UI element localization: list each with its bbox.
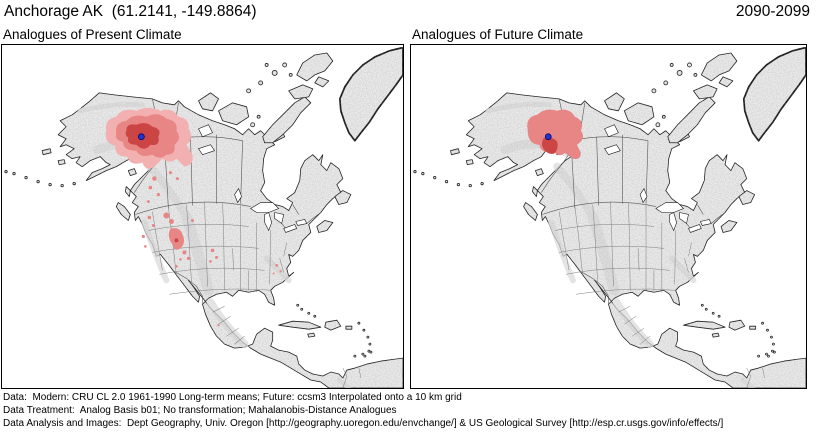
footer-data-source: Data: Modern: CRU CL 2.0 1961-1990 Long-… — [3, 392, 462, 403]
page-title-period: 2090-2099 — [735, 3, 810, 20]
analogue-regions-future — [527, 109, 584, 160]
panel-title-future-climate: Analogues of Future Climate — [412, 27, 584, 42]
map-present-climate — [1, 44, 404, 389]
footer-credits: Data Analysis and Images: Dept Geography… — [3, 418, 724, 429]
map-svg-future — [411, 45, 806, 388]
analogue-specks — [141, 171, 282, 327]
analogue-region-dark — [542, 136, 558, 155]
target-location-marker — [544, 133, 552, 141]
target-location-marker — [137, 133, 145, 141]
analogue-regions-present — [105, 107, 282, 327]
map-svg-present — [2, 45, 403, 388]
analogue-speck-dark — [174, 238, 179, 243]
page-title-location: Anchorage AK (61.2141, -149.8864) — [4, 3, 257, 20]
analogue-region-mid — [527, 109, 584, 160]
map-future-climate — [410, 44, 807, 389]
footer-data-treatment: Data Treatment: Analog Basis b01; No tra… — [3, 405, 397, 416]
panel-title-present-climate: Analogues of Present Climate — [3, 27, 182, 42]
